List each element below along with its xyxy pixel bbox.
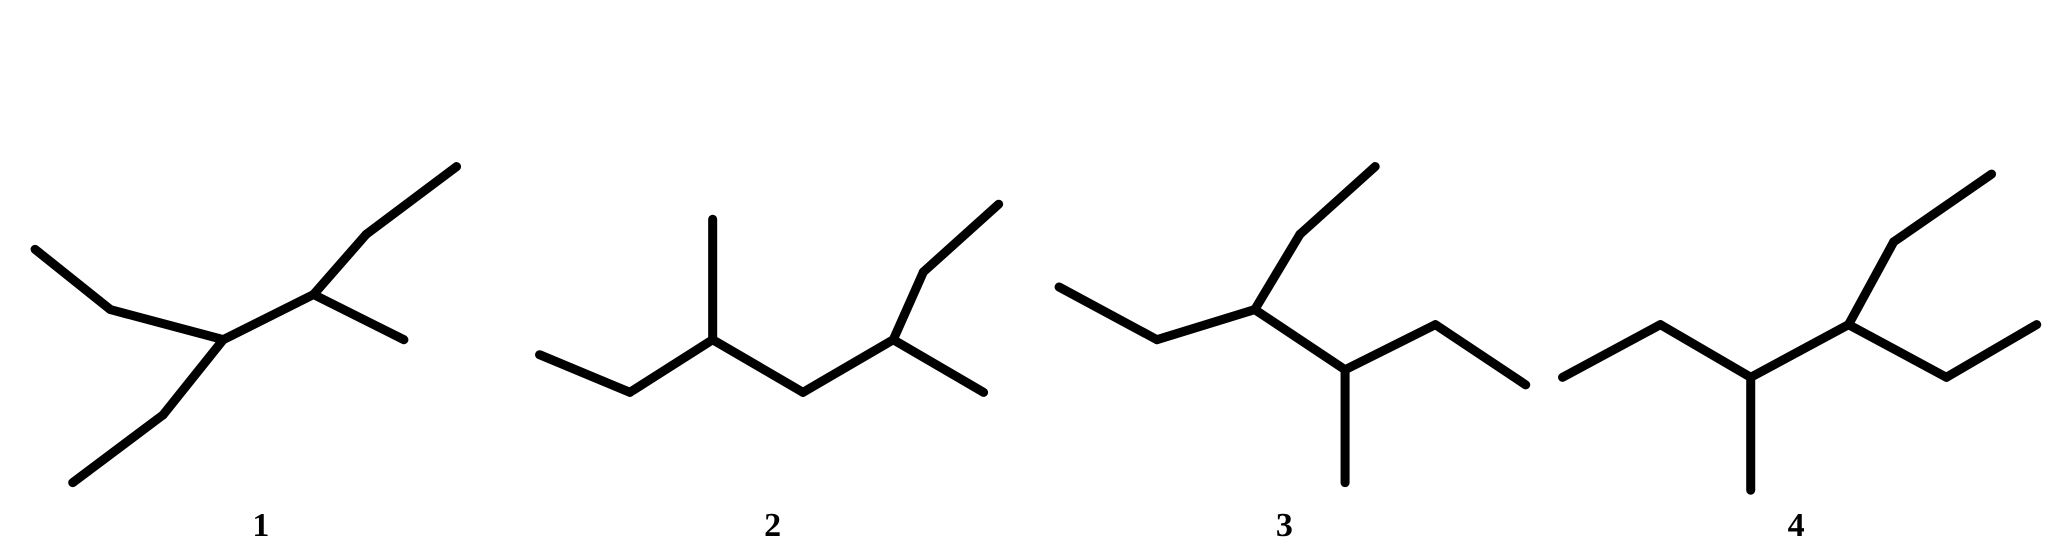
bond-segment <box>1849 324 1947 377</box>
bond-segment <box>314 234 367 294</box>
bond-segment <box>1849 242 1894 325</box>
molecule-label-3: 3 <box>1276 509 1293 543</box>
bond-segment <box>1299 166 1374 234</box>
bond-segment <box>1894 174 1992 242</box>
bond-segment <box>630 339 713 392</box>
bond-segment <box>1947 324 2037 377</box>
bond-segment <box>314 294 404 339</box>
molecule-label-4: 4 <box>1788 509 1805 543</box>
molecule-label-1: 1 <box>252 509 269 543</box>
skeletal-svg-3 <box>1029 144 1541 505</box>
bond-segment <box>73 415 163 483</box>
molecule-label-2: 2 <box>764 509 781 543</box>
molecule-3: 3 <box>1029 144 1541 543</box>
bond-segment <box>1254 234 1299 309</box>
bond-segment <box>1059 287 1157 340</box>
molecule-2: 2 <box>517 144 1029 543</box>
bond-segment <box>1254 309 1344 369</box>
bond-segment <box>1435 324 1525 384</box>
bond-segment <box>163 339 223 414</box>
bond-segment <box>35 249 110 309</box>
bond-segment <box>366 166 456 234</box>
bond-segment <box>893 339 983 392</box>
bond-segment <box>539 354 629 392</box>
bond-segment <box>1661 324 1751 377</box>
bond-segment <box>1345 324 1435 369</box>
bond-segment <box>712 339 802 392</box>
skeletal-svg-4 <box>1540 144 2052 505</box>
bond-segment <box>110 309 223 339</box>
bond-segment <box>1563 324 1661 377</box>
bond-segment <box>803 339 893 392</box>
molecule-1: 1 <box>5 144 517 543</box>
bond-segment <box>893 272 923 340</box>
skeletal-svg-1 <box>5 144 517 505</box>
molecule-4: 4 <box>1540 144 2052 543</box>
bond-segment <box>1751 324 1849 377</box>
skeletal-svg-2 <box>517 144 1029 505</box>
bond-segment <box>1156 309 1254 339</box>
bond-segment <box>923 204 998 272</box>
bond-segment <box>223 294 313 339</box>
